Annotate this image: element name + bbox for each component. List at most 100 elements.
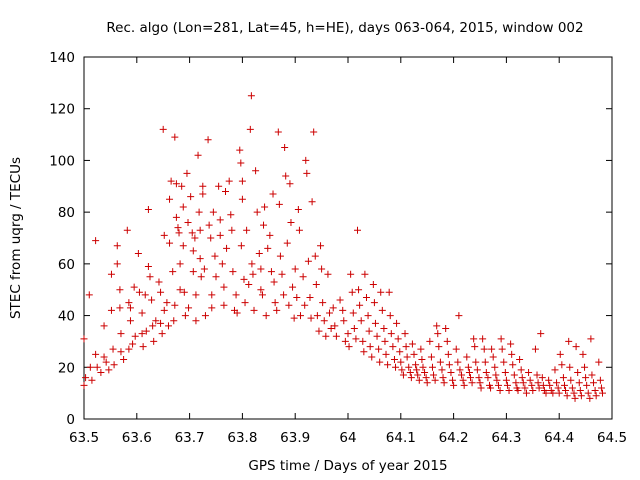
data-point [587,335,595,343]
data-point [545,376,553,384]
data-point [596,376,604,384]
data-point [116,286,124,294]
data-point [481,358,489,366]
data-point [373,332,381,340]
data-point [377,288,385,296]
data-point [311,252,319,260]
data-point [394,335,402,343]
chart-title: Rec. algo (Lon=281, Lat=45, h=HE), days … [106,20,583,36]
data-point [466,374,474,382]
data-point [240,275,248,283]
data-point [243,226,251,234]
data-point [440,379,448,387]
data-point [350,325,358,332]
data-point [559,374,567,382]
data-point [471,343,479,351]
data-point [150,337,158,345]
data-point [354,226,362,234]
data-point [260,221,268,229]
data-point [414,371,422,379]
data-point [181,312,189,320]
data-point [250,306,258,314]
data-point [574,368,582,376]
data-point [207,234,215,242]
data-point [403,353,411,361]
data-point [458,371,466,379]
data-point [185,304,193,312]
data-point [494,381,502,389]
data-point [155,278,163,286]
data-point [428,363,436,371]
data-point [196,255,204,263]
data-point [419,363,427,371]
data-point [360,348,368,356]
data-point [579,350,587,358]
data-point [196,226,204,234]
data-point [261,203,269,211]
data-point [392,363,400,371]
data-point [195,208,203,216]
data-point [445,361,453,369]
data-point [410,350,418,358]
data-point [271,299,279,307]
data-point [175,229,183,237]
data-point [144,206,152,214]
data-point [430,371,438,379]
data-point [526,376,534,384]
y-tick-label: 60 [58,257,75,273]
data-point [456,366,464,374]
data-point [282,172,290,180]
data-point [435,343,443,351]
data-point [189,268,197,276]
data-point [220,301,228,309]
data-point [158,330,166,338]
data-point [434,330,442,338]
data-point [233,309,241,317]
x-tick-label: 64.1 [386,430,416,446]
data-point [459,376,467,384]
data-point [415,376,423,384]
data-point [208,291,216,299]
data-point [482,368,490,376]
data-point [176,286,184,294]
data-point [586,394,594,402]
data-point [329,304,337,312]
data-point [294,206,302,214]
data-point [454,358,462,366]
data-point [590,379,598,387]
data-point [129,340,137,348]
data-point [123,226,131,234]
data-point [183,169,191,177]
data-point [501,368,509,376]
data-point [253,208,261,216]
data-point [497,335,505,343]
data-point [408,340,416,348]
data-point [110,361,118,369]
data-point [102,358,110,366]
data-point [423,379,431,387]
data-point [170,317,178,325]
data-point [460,381,468,389]
data-point [285,301,293,309]
data-point [301,301,309,309]
data-point [401,330,409,338]
data-point [508,350,516,358]
data-point [563,392,571,400]
data-point [491,363,499,371]
data-point [399,371,407,379]
data-point [407,374,415,382]
data-point [480,345,488,353]
data-point [349,309,357,317]
data-point [576,387,584,395]
data-point [134,250,142,258]
data-point [538,374,546,382]
data-point [160,231,168,239]
data-point [255,250,263,258]
data-point [105,366,113,374]
data-point [505,387,513,395]
data-point [80,381,88,389]
data-point [533,371,541,379]
data-point [324,270,332,278]
data-point [299,273,307,281]
data-point [487,384,495,392]
